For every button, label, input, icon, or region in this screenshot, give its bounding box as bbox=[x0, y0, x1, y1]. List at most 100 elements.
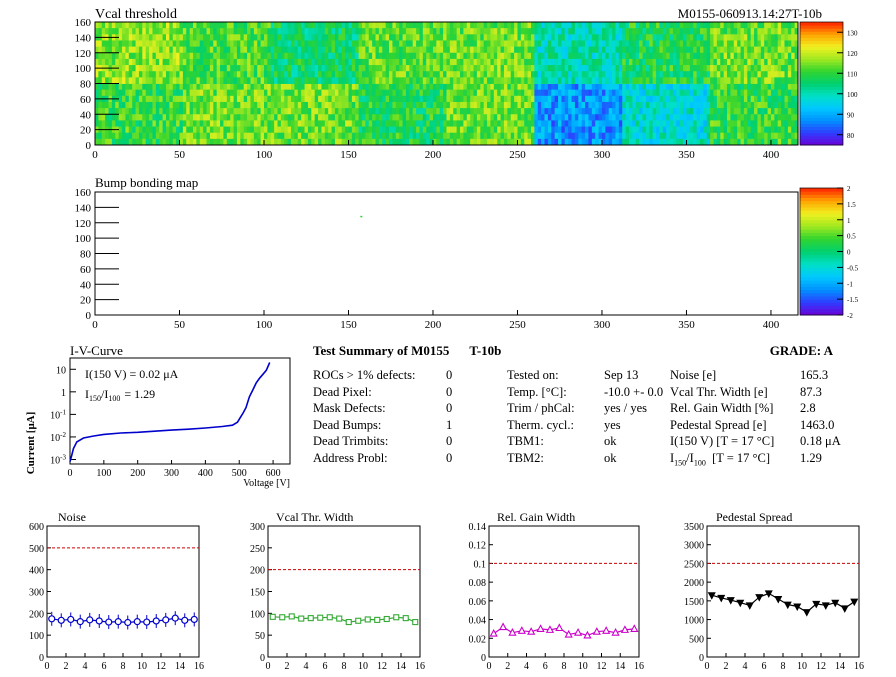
vcal-cell bbox=[247, 114, 251, 121]
vcal-cell bbox=[507, 108, 512, 115]
vcal-cell bbox=[530, 132, 535, 140]
vcal-cell bbox=[155, 132, 160, 140]
vcal-cell bbox=[490, 126, 495, 134]
vcal-cell bbox=[230, 83, 234, 91]
vcal-cell bbox=[733, 95, 738, 103]
vcal-cell bbox=[558, 95, 562, 103]
vcal-cell bbox=[263, 108, 268, 115]
vcal-cell bbox=[162, 89, 167, 97]
vcal-cell bbox=[608, 114, 613, 121]
vcal-cell bbox=[720, 83, 725, 91]
vcal-cell bbox=[456, 95, 461, 103]
vcal-cell bbox=[108, 89, 113, 97]
vcal-cell bbox=[220, 89, 224, 97]
vcal-cell bbox=[152, 138, 157, 146]
vcal-cell bbox=[466, 101, 471, 109]
vcal-cell bbox=[635, 132, 640, 140]
vcal-cell bbox=[236, 108, 241, 115]
vcal-cell bbox=[733, 108, 738, 115]
vcal-cell bbox=[206, 108, 211, 115]
vcal-cell bbox=[155, 108, 160, 115]
vcal-cell bbox=[236, 83, 241, 91]
vcal-cell bbox=[301, 95, 305, 103]
vcal-cell bbox=[767, 95, 772, 103]
vcal-cell bbox=[601, 138, 606, 146]
vcal-cell bbox=[547, 132, 552, 140]
vcal-cell bbox=[770, 89, 775, 97]
vcal-cell bbox=[500, 89, 505, 97]
vcal-cell bbox=[294, 101, 299, 109]
vcal-cell bbox=[483, 83, 488, 91]
vcal-cell bbox=[747, 108, 752, 115]
vcal-cell bbox=[652, 132, 657, 140]
vcal-cell bbox=[460, 95, 464, 103]
vcal-cell bbox=[706, 132, 711, 140]
vcal-cell bbox=[443, 101, 447, 109]
vcal-cell bbox=[635, 138, 640, 146]
vcal-cell bbox=[585, 126, 589, 134]
vcal-cell bbox=[747, 138, 752, 146]
vcal-cell bbox=[135, 126, 140, 134]
vcal-cell bbox=[392, 120, 397, 127]
vcal-cell bbox=[551, 126, 556, 134]
vcal-cell bbox=[223, 83, 228, 91]
vcal-cell bbox=[375, 83, 380, 91]
vcal-cell bbox=[277, 132, 282, 140]
vcal-cell bbox=[439, 132, 444, 140]
vcal-cell bbox=[193, 132, 197, 140]
vcal-cell bbox=[280, 108, 285, 115]
vcal-cell bbox=[213, 101, 218, 109]
vcal-cell bbox=[710, 95, 714, 103]
vcal-cell bbox=[730, 132, 735, 140]
vcal-cell bbox=[257, 108, 262, 115]
vcal-cell bbox=[679, 120, 684, 127]
vcal-cell bbox=[186, 95, 191, 103]
vcal-cell bbox=[588, 95, 593, 103]
vcal-cell bbox=[186, 120, 191, 127]
vcal-cell bbox=[483, 120, 488, 127]
vcal-cell bbox=[679, 101, 684, 109]
vcal-cell bbox=[480, 138, 485, 146]
vcal-cell bbox=[108, 114, 113, 121]
vcal-cell bbox=[696, 89, 701, 97]
vcal-cell bbox=[622, 108, 627, 115]
vcal-cell bbox=[757, 114, 762, 121]
vcal-cell bbox=[476, 132, 481, 140]
vcal-cell bbox=[487, 126, 491, 134]
vcal-cell bbox=[162, 95, 167, 103]
vcal-cell bbox=[578, 101, 583, 109]
vcal-cell bbox=[98, 108, 103, 115]
vcal-cell bbox=[270, 89, 275, 97]
vcal-cell bbox=[311, 89, 316, 97]
vcal-cell bbox=[649, 95, 654, 103]
vcal-cell bbox=[179, 114, 184, 121]
vcal-cell bbox=[345, 132, 349, 140]
vcal-cell bbox=[446, 108, 451, 115]
vcal-cell bbox=[128, 138, 133, 146]
vcal-cell bbox=[696, 120, 701, 127]
vcal-cell bbox=[534, 83, 539, 91]
vcal-cell bbox=[199, 101, 204, 109]
vcal-cell bbox=[585, 120, 589, 127]
vcal-cell bbox=[385, 101, 390, 109]
vcal-cell bbox=[547, 83, 552, 91]
vcal-cell bbox=[632, 83, 637, 91]
vcal-cell bbox=[676, 120, 681, 127]
vcal-cell bbox=[456, 89, 461, 97]
vcal-cell bbox=[125, 95, 130, 103]
vcal-cell bbox=[412, 120, 417, 127]
vcal-cell bbox=[530, 138, 535, 146]
vcal-cell bbox=[429, 138, 434, 146]
vcal-cell bbox=[733, 126, 738, 134]
vcal-cell bbox=[696, 101, 701, 109]
vcal-cell bbox=[351, 95, 356, 103]
vcal-cell bbox=[514, 132, 518, 140]
vcal-cell bbox=[781, 126, 785, 134]
vcal-cell bbox=[243, 132, 248, 140]
vcal-cell bbox=[122, 138, 126, 146]
vcal-cell bbox=[392, 89, 397, 97]
vcal-cell bbox=[105, 108, 109, 115]
vcal-cell bbox=[473, 95, 478, 103]
vcal-cell bbox=[510, 89, 515, 97]
vcal-cell bbox=[591, 89, 596, 97]
